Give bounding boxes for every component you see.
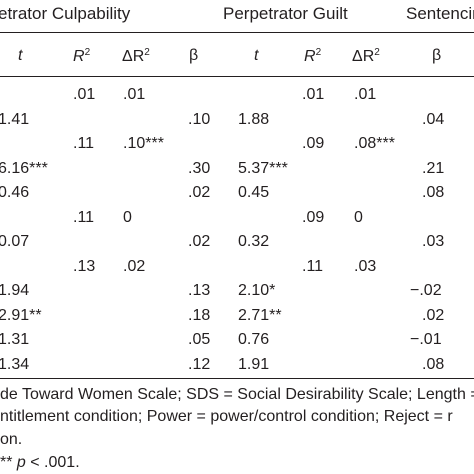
cell-t1: 1.34 [0,355,30,373]
cell-t1: 2.91** [0,306,42,324]
cell-b3: −.02 [410,282,442,299]
cell-b2: .05 [188,331,211,348]
cell-r2b: .09 [302,208,325,226]
col-t-guilt: t [254,47,259,64]
cell-t1: 0.46 [0,184,30,201]
group-header-guilt: Perpetrator Guilt [223,4,348,23]
col-beta-sentencing: β [432,47,442,64]
table-note-line-1: de Toward Women Scale; SDS = Social Desi… [0,386,474,403]
cell-b2: .30 [188,159,211,177]
col-dr2-guilt: ΔR2 [352,47,380,65]
cell-b3: .03 [422,233,445,250]
cell-r2b: .09 [302,135,325,152]
group-header-culpability: etrator Culpability [0,4,131,23]
cell-dr2b: .01 [354,86,377,103]
table-note-line-2: ntitlement condition; Power = power/cont… [0,408,453,425]
cell-b3: .08 [422,184,445,201]
col-t-culpability: t [18,47,23,64]
cell-dr2b: 0 [354,208,363,226]
cell-b2: .12 [188,355,211,373]
cell-t2: 0.45 [238,184,270,201]
col-beta-guilt: β [189,47,199,64]
cell-dr2b: .03 [354,257,377,275]
header-rule [0,76,474,77]
cell-r2a: .11 [73,208,95,226]
cell-t2: 1.88 [238,110,270,128]
cell-t2: 5.37*** [238,159,288,177]
cell-b3: −.01 [410,331,442,348]
cell-r2b: .01 [302,86,325,103]
cell-b2: .18 [188,306,211,324]
cell-b3: .02 [422,306,445,324]
cell-r2a: .11 [73,135,95,152]
cell-dr2a: 0 [123,208,132,226]
cell-r2b: .11 [302,257,324,275]
col-r2-guilt: R2 [304,47,322,65]
cell-b3: .04 [422,110,445,128]
cell-b2: .13 [188,282,211,299]
cell-t1: 0.07 [0,233,30,250]
cell-dr2a: .10*** [123,135,164,152]
cell-b2: .10 [188,110,211,128]
cell-dr2a: .01 [123,86,146,103]
col-dr2-culpability: ΔR2 [122,47,150,65]
cell-b3: .08 [422,355,445,373]
cell-t1: 1.31 [0,331,30,348]
cell-t1: 6.16*** [0,159,48,177]
table-bottom-rule [0,378,474,379]
cell-t2: 0.32 [238,233,270,250]
cell-t2: 2.10* [238,282,276,299]
cell-b2: .02 [188,233,211,250]
cell-t1: 1.94 [0,282,30,299]
cell-t2: 0.76 [238,331,270,348]
table-note-line-3: on. [0,431,23,448]
cell-t2: 2.71** [238,306,282,324]
group-header-sentencing: Sentencin [406,4,474,23]
cell-r2a: .01 [73,86,96,103]
col-r2-culpability: R2 [73,47,91,65]
cell-t1: 1.41 [0,110,30,128]
cell-dr2b: .08*** [354,135,395,152]
cell-dr2a: .02 [123,257,146,275]
cell-r2a: .13 [73,257,96,275]
cell-b3: .21 [422,159,445,177]
group-underline [0,32,474,33]
cell-t2: 1.91 [238,355,270,373]
table-note-line-4: ** p < .001. [0,454,80,471]
cell-b2: .02 [188,184,211,201]
